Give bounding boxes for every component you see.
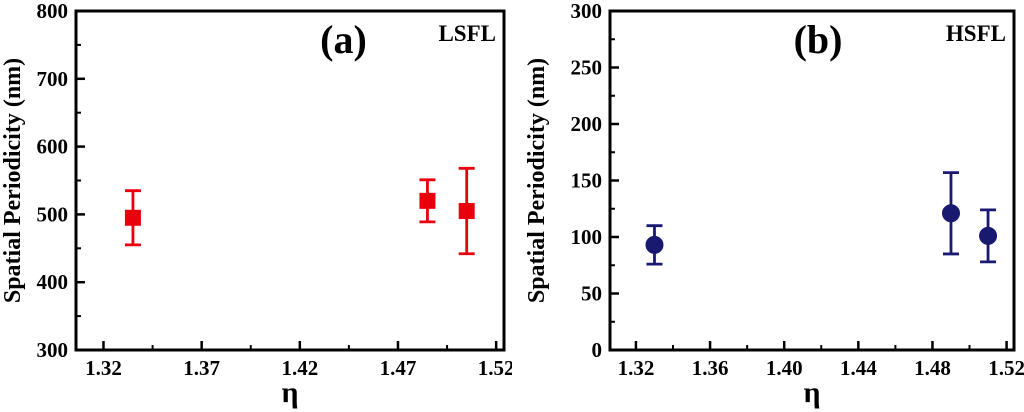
x-tick-label: 1.36 xyxy=(692,356,729,380)
x-tick-label: 1.47 xyxy=(380,356,417,380)
x-tick-label: 1.42 xyxy=(281,356,318,380)
y-tick-label: 50 xyxy=(581,282,602,306)
data-point xyxy=(979,226,998,245)
y-axis-label: Spatial Periodicity (nm) xyxy=(0,58,26,303)
data-point xyxy=(645,235,664,254)
y-tick-label: 700 xyxy=(37,67,69,91)
data-point xyxy=(419,192,436,209)
data-point xyxy=(941,204,960,223)
corner-label: LSFL xyxy=(438,21,496,46)
y-tick-label: 200 xyxy=(571,112,603,136)
y-tick-label: 300 xyxy=(571,0,603,23)
panel-label: (b) xyxy=(794,17,843,62)
y-tick-label: 500 xyxy=(37,202,69,226)
x-tick-label: 1.44 xyxy=(840,356,877,380)
y-tick-label: 400 xyxy=(37,270,69,294)
hsfl-panel: 1.32 1.36 1.40 1.44 1.48 1.52 0 50 100 150 200 250 3… xyxy=(512,0,1024,412)
y-tick-label: 800 xyxy=(37,0,69,23)
x-axis-label: η xyxy=(281,376,298,409)
y-axis-label: Spatial Periodicity (nm) xyxy=(524,58,550,303)
y-tick-label: 300 xyxy=(37,338,69,362)
x-tick-label: 1.48 xyxy=(914,356,951,380)
lsfl-panel: 1.32 1.37 1.42 1.47 1.52 300 400 500 600 700 800 η S… xyxy=(0,0,512,409)
axes-frame xyxy=(74,9,506,352)
y-tick-label: 150 xyxy=(571,169,603,193)
y-tick-label: 600 xyxy=(37,135,69,159)
y-tick-label: 0 xyxy=(592,338,603,362)
x-tick-label: 1.52 xyxy=(478,356,512,380)
y-tick-label: 100 xyxy=(571,225,603,249)
panel-label: (a) xyxy=(320,17,367,62)
lsfl-chart: 1.32 1.37 1.42 1.47 1.52 300 400 500 600 700 800 η S… xyxy=(0,0,512,409)
hsfl-chart: 1.32 1.36 1.40 1.44 1.48 1.52 0 50 100 150 200 250 3… xyxy=(524,0,1024,409)
x-tick-label: 1.52 xyxy=(988,356,1024,380)
x-tick-label: 1.40 xyxy=(766,356,803,380)
x-tick-label: 1.32 xyxy=(618,356,655,380)
data-point xyxy=(124,209,141,226)
y-tick-label: 250 xyxy=(571,56,603,80)
data-point xyxy=(458,203,475,220)
x-tick-label: 1.32 xyxy=(85,356,122,380)
corner-label: HSFL xyxy=(946,21,1006,46)
x-axis-label: η xyxy=(803,376,820,409)
x-tick-label: 1.37 xyxy=(183,356,220,380)
